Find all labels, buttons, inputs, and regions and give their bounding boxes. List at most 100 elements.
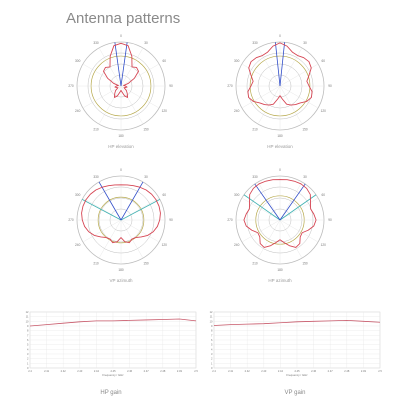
x-tick-label: 2.45 [294, 369, 300, 373]
chart-caption: VP azimuth [109, 278, 133, 283]
polar-spoke [82, 85, 122, 109]
polar-angle-label: 60 [163, 193, 167, 197]
polar-spoke [257, 219, 281, 259]
polar-angle-label: 150 [143, 262, 149, 266]
polar-angle-label: 180 [277, 134, 283, 138]
polar-angle-label: 0 [279, 34, 281, 38]
polar-plot: 0 30 60 90 120 150 180 210 240 270 300 330 [68, 34, 173, 138]
polar-angle-label: 60 [322, 193, 326, 197]
y-tick-label: 6 [211, 338, 213, 342]
polar-angle-label: 180 [118, 134, 124, 138]
x-tick-label: 2.43 [261, 369, 267, 373]
polar-angle-label: 300 [234, 193, 240, 197]
polar-angle-label: 300 [75, 193, 81, 197]
polar-angle-label: 0 [279, 168, 281, 172]
chart-caption: HP azimuth [268, 278, 292, 283]
radiation-pattern [103, 42, 139, 98]
polar-angle-label: 120 [321, 243, 327, 247]
polar-spoke [120, 85, 144, 125]
chart-caption: HP elevation [267, 144, 293, 149]
polar-chart-hp-azimuth: 0 30 60 90 120 150 180 210 240 270 300 330 HP azimu… [226, 166, 334, 298]
x-axis-label: Frequency / GHz [102, 373, 124, 377]
polar-beam-line [254, 183, 281, 221]
polar-chart-hp-elevation-1: 0 30 60 90 120 150 180 210 240 270 300 330 HP eleva… [67, 32, 175, 164]
polar-angle-label: 210 [93, 262, 99, 266]
x-tick-label: 2.43 [77, 369, 83, 373]
polar-beam-line [98, 181, 122, 221]
polar-angle-label: 90 [328, 84, 332, 88]
polar-plot: 0 30 60 90 120 150 180 210 240 270 300 330 [227, 168, 332, 272]
polar-angle-label: 330 [252, 175, 258, 179]
polar-chart-vp-azimuth: 0 30 60 90 120 150 180 210 240 270 300 330 VP azimu… [67, 166, 175, 298]
polar-angle-label: 120 [162, 109, 168, 113]
x-tick-label: 2.49 [361, 369, 367, 373]
y-tick-label: 10 [26, 319, 29, 323]
y-tick-label: 8 [27, 329, 29, 333]
polar-angle-label: 180 [277, 268, 283, 272]
y-tick-label: 2 [27, 357, 29, 361]
polar-spoke [82, 63, 122, 87]
polar-beam-line [279, 42, 285, 87]
polar-angle-label: 180 [118, 268, 124, 272]
polar-angle-label: 330 [93, 175, 99, 179]
polar-spoke [241, 219, 281, 243]
gain-series-line [213, 319, 381, 326]
polar-angle-label: 120 [321, 109, 327, 113]
y-tick-label: 9 [27, 324, 29, 328]
y-tick-label: 10 [210, 319, 213, 323]
polar-beam-line [120, 181, 144, 221]
y-tick-label: 2 [211, 357, 213, 361]
x-tick-label: 2.49 [177, 369, 183, 373]
polar-angle-label: 90 [328, 218, 332, 222]
polar-spoke [279, 219, 319, 243]
polar-angle-label: 120 [162, 243, 168, 247]
polar-beam-line [120, 198, 161, 221]
polar-angle-label: 270 [227, 84, 233, 88]
polar-angle-label: 240 [75, 109, 81, 113]
x-tick-label: 2.41 [44, 369, 50, 373]
radiation-pattern [81, 184, 161, 244]
polar-spoke [241, 85, 281, 109]
y-tick-label: 11 [210, 315, 213, 319]
x-tick-label: 2.5 [378, 369, 382, 373]
polar-angle-label: 90 [169, 84, 173, 88]
polar-spoke [257, 181, 281, 221]
x-tick-label: 2.47 [144, 369, 150, 373]
polar-angle-label: 60 [163, 59, 167, 63]
polar-plot: 0 30 60 90 120 150 180 210 240 270 300 330 [227, 34, 332, 138]
y-tick-label: 5 [211, 343, 213, 347]
polar-angle-label: 30 [144, 175, 148, 179]
polar-angle-label: 240 [234, 243, 240, 247]
polar-spoke [120, 85, 160, 109]
polar-angle-label: 90 [169, 218, 173, 222]
polar-spoke [98, 85, 122, 125]
polar-beam-line [279, 183, 306, 221]
y-tick-label: 12 [26, 310, 29, 314]
y-tick-label: 6 [27, 338, 29, 342]
polar-chart-hp-elevation-2: 0 30 60 90 120 150 180 210 240 270 300 330 HP eleva… [226, 32, 334, 164]
x-tick-label: 2.46 [127, 369, 133, 373]
radiation-pattern [247, 42, 313, 106]
polar-angle-label: 150 [302, 262, 308, 266]
y-tick-label: 8 [211, 329, 213, 333]
x-tick-label: 2.42 [61, 369, 67, 373]
x-tick-label: 2.48 [344, 369, 350, 373]
polar-spoke [120, 63, 160, 87]
gain-series-line [29, 318, 197, 327]
line-chart-vp-gain: 12 11 10 9 8 7 6 5 4 3 2 1 0 2.4 2.41 2.42 2.43 2.44 2.45 2… [206, 308, 384, 400]
y-tick-label: 9 [211, 324, 213, 328]
polar-angle-label: 60 [322, 59, 326, 63]
y-tick-label: 12 [210, 310, 213, 314]
polar-spoke [279, 197, 319, 221]
polar-angle-label: 150 [302, 128, 308, 132]
x-tick-label: 2.42 [245, 369, 251, 373]
polar-spoke [279, 219, 303, 259]
y-tick-label: 11 [26, 315, 29, 319]
radiation-pattern [243, 179, 317, 248]
page-title: Antenna patterns [66, 10, 181, 27]
x-tick-label: 2.47 [328, 369, 334, 373]
polar-angle-label: 300 [234, 59, 240, 63]
y-tick-label: 0 [211, 366, 213, 370]
